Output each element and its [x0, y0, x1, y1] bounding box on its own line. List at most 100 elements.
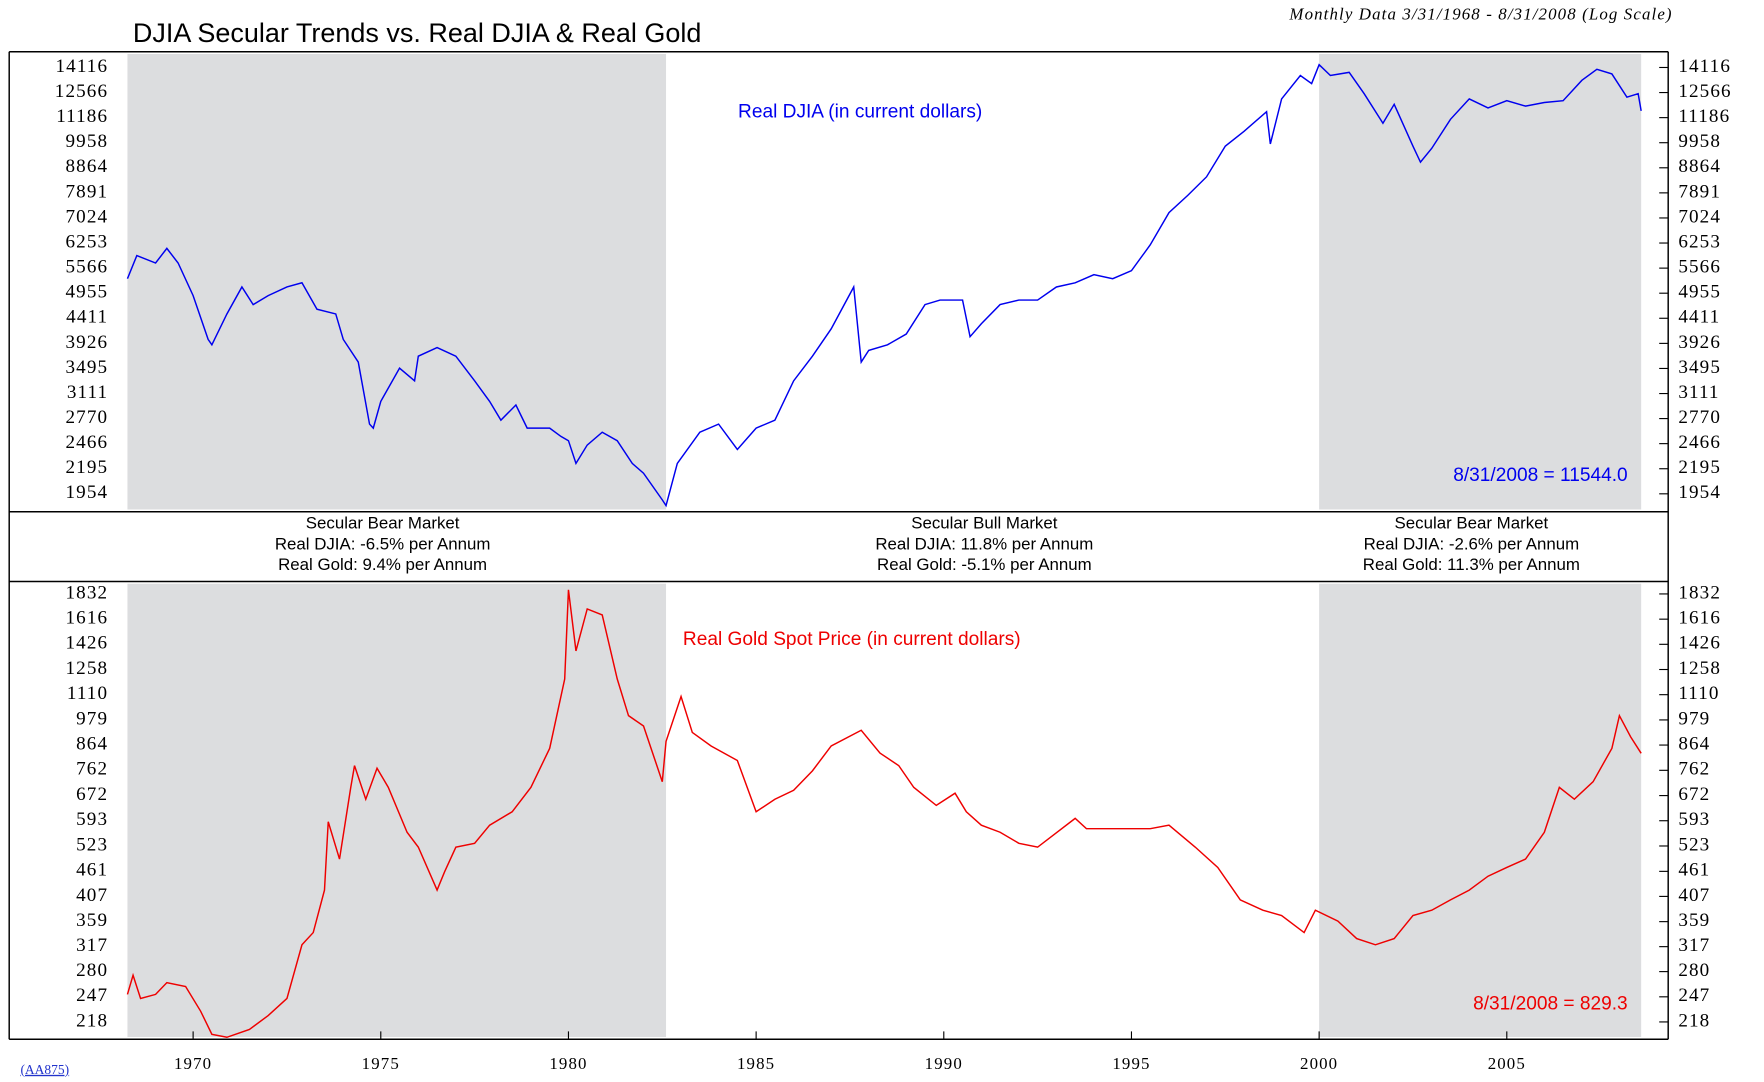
chart-title: DJIA Secular Trends vs. Real DJIA & Real… — [133, 18, 701, 48]
y2-tick-label: 12566 — [1678, 81, 1731, 102]
y2-tick-label: 5566 — [1678, 257, 1721, 278]
x-tick-label: 2005 — [1488, 1054, 1526, 1073]
y2-tick-label: 461 — [1678, 860, 1710, 881]
y-tick-label: 1954 — [65, 482, 108, 503]
y2-tick-label: 1832 — [1678, 582, 1721, 603]
y-tick-label: 218 — [76, 1010, 108, 1031]
y2-tick-label: 672 — [1678, 784, 1710, 805]
period-text: Secular Bull Market — [911, 514, 1057, 533]
x-tick-label: 1985 — [737, 1054, 775, 1073]
y-tick-label: 12566 — [55, 81, 108, 102]
period-text: Secular Bear Market — [1395, 514, 1549, 533]
chart-subtitle: Monthly Data 3/31/1968 - 8/31/2008 (Log … — [1288, 5, 1672, 24]
data-line — [126, 63, 1642, 508]
y2-tick-label: 218 — [1678, 1010, 1710, 1031]
y-tick-label: 672 — [76, 784, 108, 805]
y-tick-label: 407 — [76, 885, 108, 906]
series-label: Real DJIA (in current dollars) — [738, 102, 982, 123]
y-tick-label: 3926 — [65, 332, 108, 353]
y2-tick-label: 979 — [1678, 708, 1710, 729]
y2-tick-label: 3495 — [1678, 357, 1721, 378]
y2-tick-label: 1616 — [1678, 608, 1721, 629]
y2-tick-label: 4955 — [1678, 282, 1721, 303]
y-tick-label: 14116 — [55, 56, 108, 77]
y2-tick-label: 523 — [1678, 834, 1710, 855]
period-text: Real Gold: -5.1% per Annum — [877, 555, 1092, 574]
footnote-link[interactable]: (AA875) — [20, 1062, 69, 1077]
last-value-annotation: 8/31/2008 = 829.3 — [1473, 993, 1628, 1014]
x-tick-label: 1980 — [549, 1054, 587, 1073]
y2-tick-label: 14116 — [1678, 56, 1731, 77]
y-tick-label: 280 — [76, 960, 108, 981]
period-text: Real DJIA: -2.6% per Annum — [1364, 534, 1580, 553]
y-tick-label: 3111 — [67, 382, 108, 403]
y-tick-label: 3495 — [65, 357, 108, 378]
y2-tick-label: 1110 — [1678, 683, 1719, 704]
y-tick-label: 1426 — [65, 633, 108, 654]
y2-tick-label: 317 — [1678, 935, 1710, 956]
period-text: Real DJIA: 11.8% per Annum — [875, 534, 1093, 553]
y-tick-label: 9958 — [65, 131, 108, 152]
y-tick-label: 1258 — [65, 658, 108, 679]
shaded-period — [127, 583, 667, 1038]
y-tick-label: 317 — [76, 935, 108, 956]
y2-tick-label: 2195 — [1678, 457, 1721, 478]
y2-tick-label: 762 — [1678, 759, 1710, 780]
y-tick-label: 1616 — [65, 608, 108, 629]
period-text: Real Gold: 11.3% per Annum — [1363, 555, 1580, 574]
y2-tick-label: 2770 — [1678, 407, 1721, 428]
y2-tick-label: 7024 — [1678, 206, 1721, 227]
y2-tick-label: 4411 — [1678, 307, 1720, 328]
y2-tick-label: 2466 — [1678, 432, 1721, 453]
y2-tick-label: 8864 — [1678, 156, 1721, 177]
y2-tick-label: 247 — [1678, 985, 1710, 1006]
y-tick-label: 11186 — [56, 106, 108, 127]
y-tick-label: 8864 — [65, 156, 108, 177]
y2-tick-label: 1258 — [1678, 658, 1721, 679]
y-tick-label: 461 — [76, 860, 108, 881]
y-tick-label: 2466 — [65, 432, 108, 453]
period-text: Real Gold: 9.4% per Annum — [278, 555, 487, 574]
y2-tick-label: 593 — [1678, 809, 1710, 830]
y-tick-label: 762 — [76, 759, 108, 780]
shaded-period — [127, 53, 667, 510]
y2-tick-label: 3926 — [1678, 332, 1721, 353]
y-tick-label: 1110 — [67, 683, 108, 704]
shaded-period — [1319, 583, 1642, 1038]
y-tick-label: 4955 — [65, 282, 108, 303]
y2-tick-label: 3111 — [1678, 382, 1719, 403]
y-tick-label: 2770 — [65, 407, 108, 428]
x-tick-label: 1990 — [925, 1054, 963, 1073]
period-text: Secular Bear Market — [306, 514, 460, 533]
y2-tick-label: 9958 — [1678, 131, 1721, 152]
y2-tick-label: 864 — [1678, 733, 1710, 754]
y2-tick-label: 280 — [1678, 960, 1710, 981]
x-tick-label: 1970 — [174, 1054, 212, 1073]
x-tick-label: 1975 — [362, 1054, 400, 1073]
y-tick-label: 6253 — [65, 231, 108, 252]
y2-tick-label: 1426 — [1678, 633, 1721, 654]
y2-tick-label: 11186 — [1678, 106, 1730, 127]
y2-tick-label: 1954 — [1678, 482, 1721, 503]
x-tick-label: 1995 — [1112, 1054, 1150, 1073]
y2-tick-label: 359 — [1678, 910, 1710, 931]
y-tick-label: 359 — [76, 910, 108, 931]
y2-tick-label: 6253 — [1678, 231, 1721, 252]
y-tick-label: 979 — [76, 708, 108, 729]
y-tick-label: 2195 — [65, 457, 108, 478]
y-tick-label: 593 — [76, 809, 108, 830]
y-tick-label: 4411 — [66, 307, 108, 328]
y-tick-label: 7024 — [65, 206, 108, 227]
y-tick-label: 864 — [76, 733, 108, 754]
y-tick-label: 7891 — [65, 181, 108, 202]
data-line — [126, 589, 1642, 1039]
period-text: Real DJIA: -6.5% per Annum — [275, 534, 491, 553]
y-tick-label: 247 — [76, 985, 108, 1006]
series-label: Real Gold Spot Price (in current dollars… — [683, 629, 1021, 650]
last-value-annotation: 8/31/2008 = 11544.0 — [1453, 465, 1627, 486]
y2-tick-label: 7891 — [1678, 181, 1721, 202]
y-tick-label: 523 — [76, 834, 108, 855]
y2-tick-label: 407 — [1678, 885, 1710, 906]
y-tick-label: 1832 — [65, 582, 108, 603]
